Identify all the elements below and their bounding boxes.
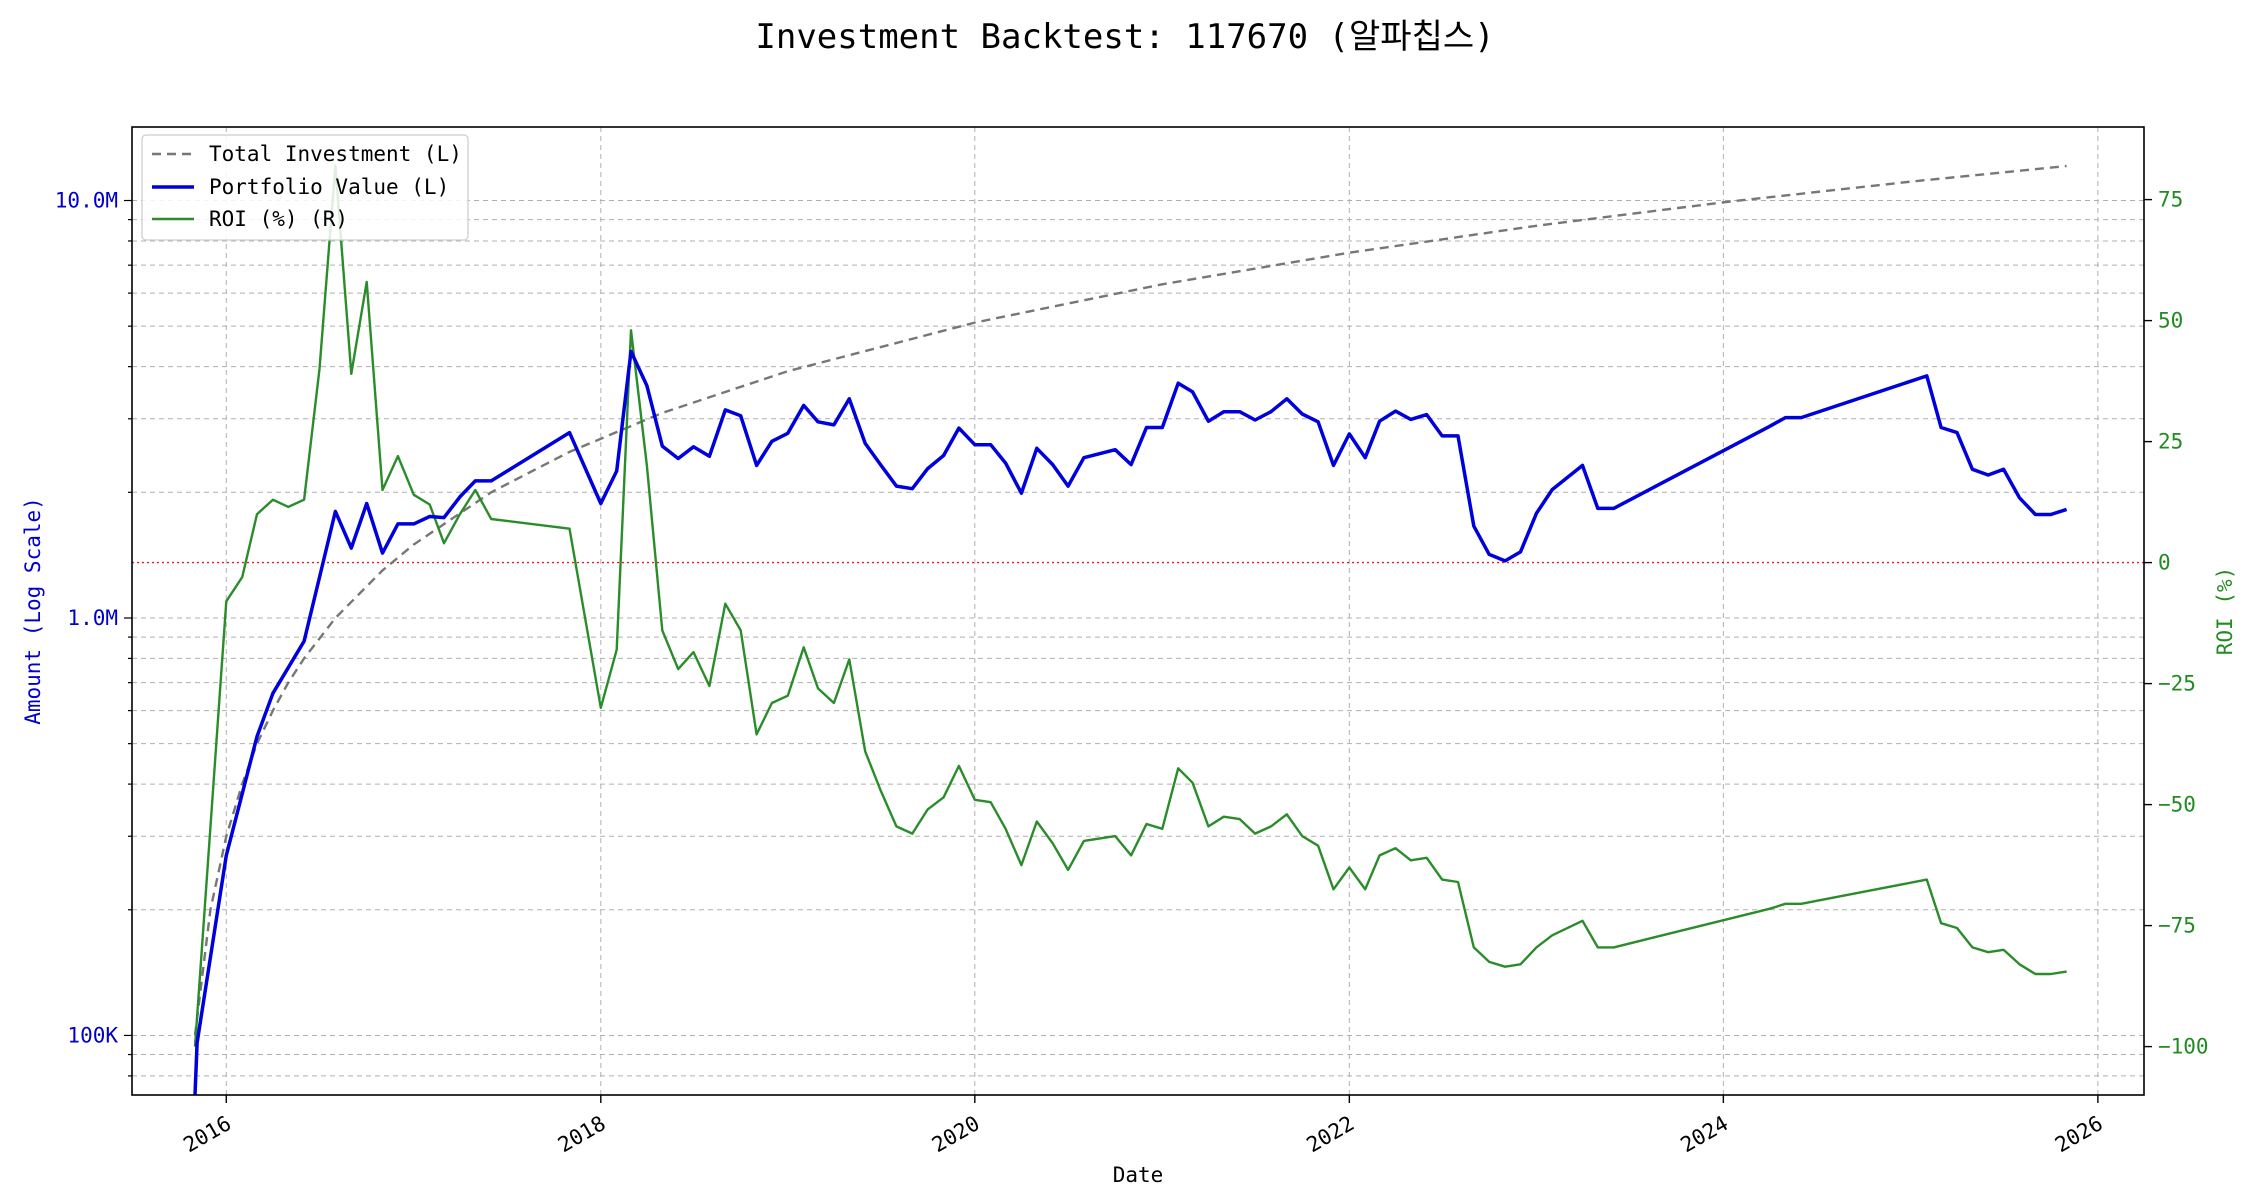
y-right-tick-label: −75 <box>2158 914 2196 938</box>
legend-label-total-investment: Total Investment (L) <box>209 142 462 166</box>
plot-area-frame <box>131 126 2145 1096</box>
y-right-tick-label: −25 <box>2158 672 2196 696</box>
legend: Total Investment (L) Portfolio Value (L)… <box>141 134 469 241</box>
y-right-tick-label: −100 <box>2158 1035 2209 1059</box>
series-line-portfolio-value-l <box>193 349 2068 1096</box>
y-right-tick-label: −50 <box>2158 793 2196 817</box>
y-axis-right-label: ROI (%) <box>2213 567 2237 656</box>
x-axis-label: Date <box>1113 1163 1164 1187</box>
y-axis-left-label: Amount (Log Scale) <box>21 497 45 725</box>
y-left-tick-label: 1.0M <box>67 606 118 630</box>
y-right-tick-label: 0 <box>2158 551 2171 575</box>
chart-title: Investment Backtest: 117670 (알파칩스) <box>755 17 1494 57</box>
legend-label-portfolio-value: Portfolio Value (L) <box>209 175 449 199</box>
series-line-roi-r <box>193 164 2067 1047</box>
series-layer <box>193 164 2068 1096</box>
y-right-tick-label: 75 <box>2158 188 2183 212</box>
legend-label-roi: ROI (%) (R) <box>209 207 348 231</box>
y-right-tick-label: 50 <box>2158 309 2183 333</box>
y-left-tick-label: 100K <box>67 1023 118 1047</box>
legend-box <box>141 134 469 241</box>
y-left-tick-label: 10.0M <box>55 189 118 213</box>
y-right-tick-label: 25 <box>2158 430 2183 454</box>
